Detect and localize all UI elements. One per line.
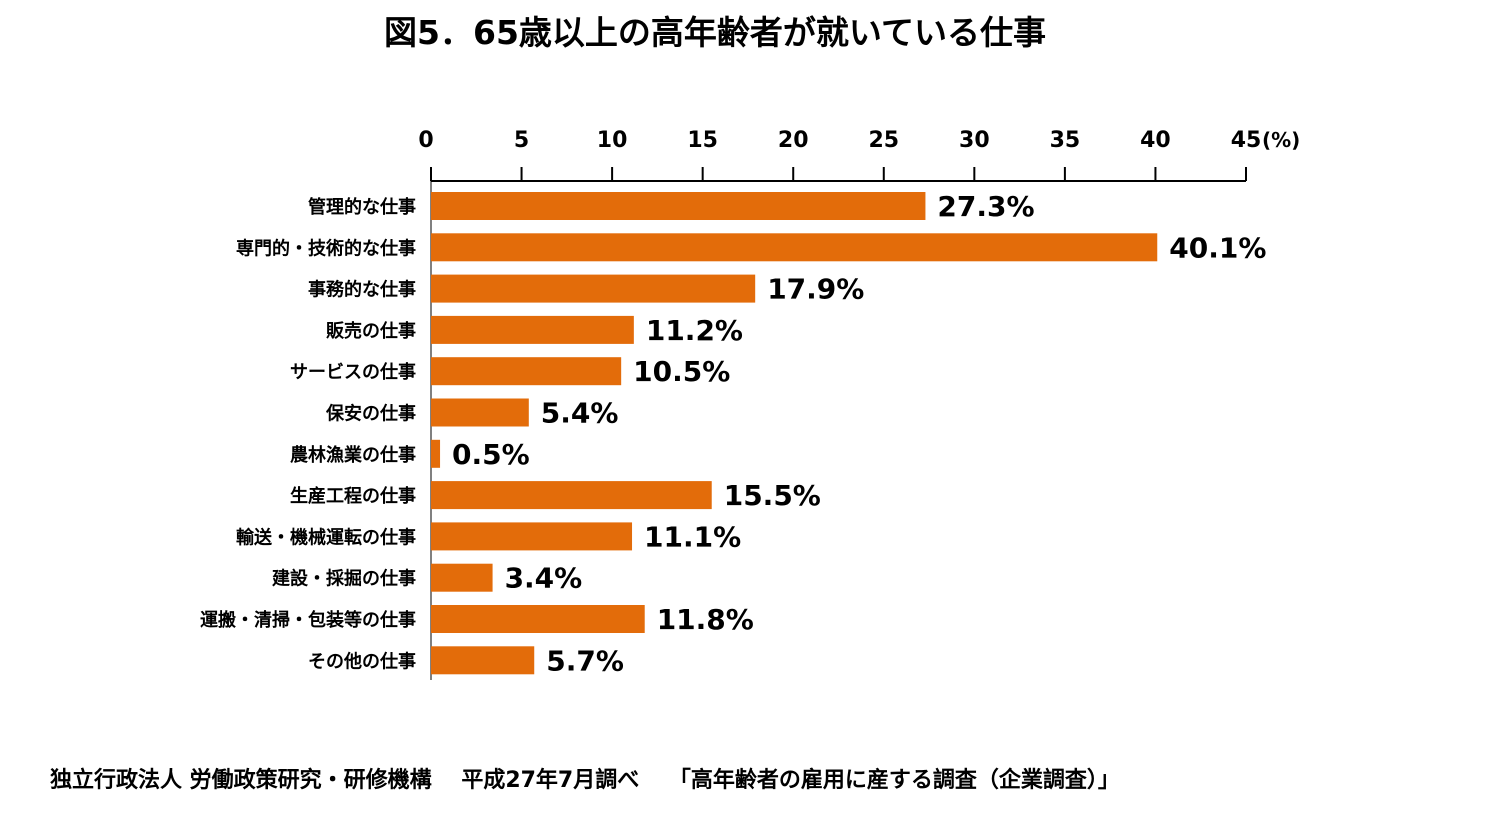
bar xyxy=(431,439,441,468)
source-note: 独立行政法人 労働政策研究・研修機構 平成27年7月調べ 「高年齢者の雇用に産す… xyxy=(50,768,1120,793)
data-label: 17.9% xyxy=(767,273,864,306)
x-tick-label: 5 xyxy=(514,128,529,153)
data-label: 11.1% xyxy=(644,520,741,553)
data-label: 5.7% xyxy=(546,644,624,677)
bar xyxy=(431,192,926,220)
x-tick-label: 40 xyxy=(1140,128,1171,153)
bars: 管理的な仕事 27.3% 専門的・技術的な仕事 40.1% 事務的な仕事 17.9% 販売の… xyxy=(200,190,1266,677)
bar xyxy=(431,522,633,551)
data-label: 10.5% xyxy=(633,355,730,388)
x-tick-label: 30 xyxy=(959,128,990,153)
bar xyxy=(431,274,756,303)
x-tick-label: 15 xyxy=(687,128,718,153)
category-label: その他の仕事 xyxy=(308,650,416,672)
bar xyxy=(431,605,645,633)
category-label: 事務的な仕事 xyxy=(308,279,416,301)
bar xyxy=(431,563,493,592)
category-label: 建設・採掘の仕事 xyxy=(272,568,416,590)
data-label: 11.2% xyxy=(646,314,743,347)
bar xyxy=(431,315,634,344)
bar xyxy=(431,233,1158,262)
category-label: 保安の仕事 xyxy=(325,403,416,425)
x-tick-label: 10 xyxy=(597,128,628,153)
data-label: 11.8% xyxy=(657,603,754,636)
category-label: 輸送・機械運転の仕事 xyxy=(236,526,416,548)
bar xyxy=(431,357,622,386)
category-label: 運搬・清掃・包装等の仕事 xyxy=(200,609,416,631)
data-label: 0.5% xyxy=(452,438,530,471)
bar xyxy=(431,398,529,427)
data-label: 5.4% xyxy=(541,397,619,430)
category-label: サービスの仕事 xyxy=(290,361,416,383)
category-label: 農林漁業の仕事 xyxy=(290,444,416,466)
bar xyxy=(431,481,712,510)
category-label: 生産工程の仕事 xyxy=(290,485,416,507)
data-label: 27.3% xyxy=(937,190,1034,223)
category-label: 専門的・技術的な仕事 xyxy=(236,237,416,259)
bar xyxy=(431,646,535,675)
x-tick-label: 25 xyxy=(868,128,899,153)
data-label: 15.5% xyxy=(724,479,821,512)
x-axis: 0 5 10 15 20 25 30 35 40 45 (%) xyxy=(418,128,1300,680)
category-label: 管理的な仕事 xyxy=(308,196,416,218)
x-tick-label: 20 xyxy=(778,128,809,153)
data-label: 3.4% xyxy=(505,562,583,595)
x-axis-unit: (%) xyxy=(1262,128,1300,152)
chart-title: 図5．65歳以上の高年齢者が就いている仕事 xyxy=(384,13,1046,52)
data-label: 40.1% xyxy=(1169,231,1266,264)
x-tick-label: 45 xyxy=(1231,128,1262,153)
x-tick-label: 35 xyxy=(1050,128,1081,153)
category-label: 販売の仕事 xyxy=(326,320,416,342)
x-tick-label: 0 xyxy=(418,128,433,153)
